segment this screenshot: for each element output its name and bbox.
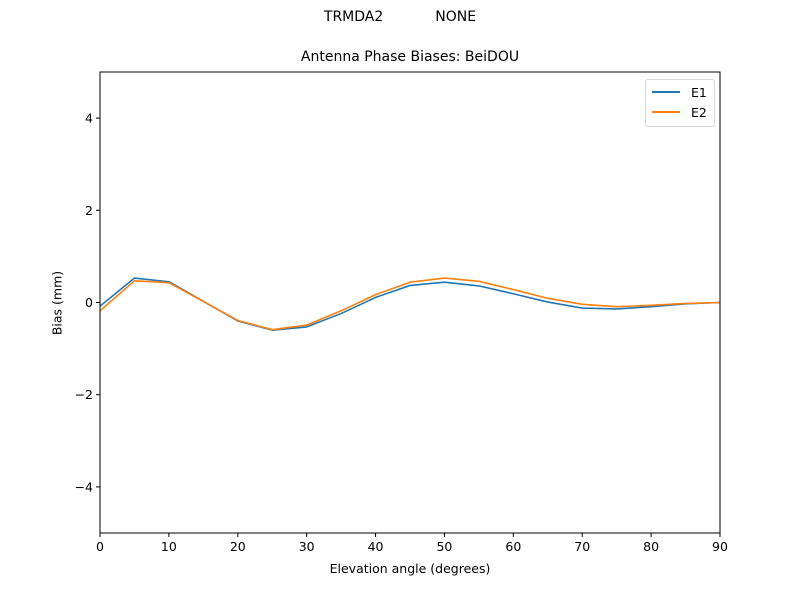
suptitle-radome: NONE <box>435 9 477 25</box>
axes-frame <box>99 71 721 534</box>
legend: E1 E2 <box>645 79 715 127</box>
plot-lines <box>99 277 721 331</box>
legend-item-e1: E1 <box>652 82 707 102</box>
chart-title: Antenna Phase Biases: BeiDOU <box>300 49 520 65</box>
series-line-e2 <box>99 277 721 331</box>
x-axis-label: Elevation angle (degrees) <box>329 561 491 576</box>
legend-label-e2: E2 <box>691 104 707 120</box>
x-tick-label: 40 <box>368 539 384 554</box>
suptitle-antenna: TRMDA2 <box>323 9 384 25</box>
x-axis-ticks: 0 10 20 30 40 50 60 70 80 90 <box>96 533 728 554</box>
y-tick-label: −2 <box>75 387 93 402</box>
y-tick-label: −4 <box>75 479 93 494</box>
x-tick-label: 20 <box>230 539 246 554</box>
legend-label-e1: E1 <box>691 84 707 100</box>
x-tick-label: 50 <box>436 539 452 554</box>
x-tick-label: 0 <box>96 539 104 554</box>
y-tick-label: 2 <box>85 203 93 218</box>
y-tick-label: 4 <box>85 111 93 126</box>
figure-suptitle: TRMDA2 NONE <box>0 9 800 25</box>
x-tick-label: 70 <box>574 539 590 554</box>
x-tick-label: 80 <box>643 539 659 554</box>
x-tick-label: 90 <box>712 539 728 554</box>
y-axis-label: Bias (mm) <box>49 270 65 336</box>
legend-swatch-e2 <box>652 111 680 113</box>
y-axis-ticks: −4 −2 0 2 4 <box>75 111 100 494</box>
x-tick-label: 10 <box>161 539 177 554</box>
series-line-e1 <box>99 277 721 331</box>
x-tick-label: 60 <box>505 539 521 554</box>
legend-swatch-e1 <box>652 91 680 93</box>
y-tick-label: 0 <box>85 295 93 310</box>
x-tick-label: 30 <box>299 539 315 554</box>
legend-item-e2: E2 <box>652 102 707 122</box>
